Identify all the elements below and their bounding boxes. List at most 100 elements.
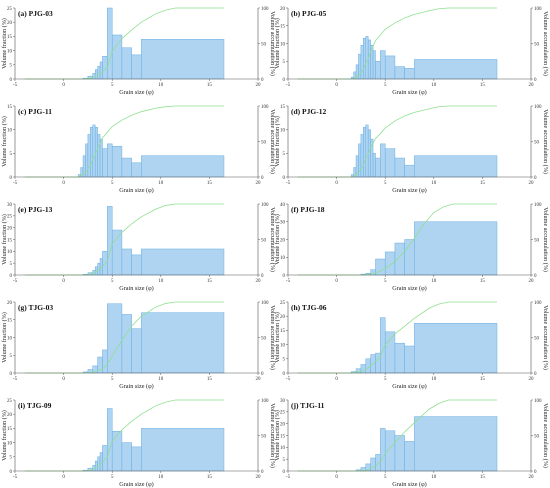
y2-tick-label: 100: [261, 301, 269, 306]
histogram-bar: [394, 242, 405, 276]
histogram-bar: [372, 153, 376, 178]
x-tick-label: 5: [384, 475, 387, 480]
y-tick-label: 15: [7, 238, 13, 243]
histogram-bar: [141, 155, 225, 178]
y-tick-label: 0: [10, 176, 13, 181]
y-tick-label: 0: [10, 372, 13, 377]
y-tick-label: 10: [280, 42, 286, 47]
histogram-bar: [94, 460, 98, 472]
x-tick-label: 10: [431, 377, 437, 382]
x-tick-label: 10: [431, 475, 437, 480]
panel-title: (d) PJG-12: [291, 107, 326, 116]
histogram-bar: [375, 61, 381, 80]
y2-axis-label: Volume accumulation (%): [542, 109, 549, 174]
histogram-bar: [141, 38, 225, 80]
x-tick-label: 5: [111, 475, 114, 480]
y-tick-label: 20: [280, 315, 286, 320]
x-tick-label: -5: [286, 279, 291, 284]
histogram-bar: [404, 164, 415, 178]
y-tick-label: 15: [7, 35, 13, 40]
x-tick-label: 0: [62, 279, 65, 284]
histogram-bar: [404, 345, 415, 374]
y-axis-label: Volume fraction (%): [1, 116, 8, 167]
histogram-bar: [414, 221, 498, 276]
panel-title: (h) TJG-06: [291, 303, 327, 312]
histogram-bar: [121, 442, 132, 472]
histogram-bar: [360, 364, 367, 374]
x-tick-label: 5: [384, 279, 387, 284]
histogram-bar: [111, 34, 123, 80]
histogram-bar: [375, 157, 381, 178]
y2-tick-label: 50: [261, 238, 267, 243]
x-tick-label: 10: [431, 279, 437, 284]
histogram-bar: [121, 314, 132, 374]
histogram-bar: [107, 206, 113, 276]
histogram-bar: [131, 162, 142, 178]
y-tick-label: 25: [7, 399, 13, 404]
x-tick-label: 15: [207, 377, 213, 382]
y-tick-label: 5: [10, 354, 13, 359]
y2-axis-label: Volume accumulation (%): [269, 403, 276, 468]
x-tick-label: -5: [13, 377, 18, 382]
x-tick-label: 20: [256, 279, 262, 284]
histogram-bar: [384, 251, 396, 276]
histogram-bar: [394, 66, 405, 80]
histogram-bar: [414, 416, 498, 472]
x-tick-label: 0: [335, 475, 338, 480]
x-tick-label: 0: [335, 377, 338, 382]
y-tick-label: 10: [7, 336, 13, 341]
histogram-bar: [384, 55, 396, 80]
x-axis-label: Grain size (φ): [392, 89, 427, 96]
histogram-bar: [131, 446, 142, 472]
x-axis-label: Grain size (φ): [392, 481, 427, 488]
histogram-bar: [121, 47, 132, 80]
x-tick-label: 0: [62, 83, 65, 88]
histogram-bar: [404, 68, 415, 80]
y2-tick-label: 100: [534, 301, 542, 306]
histogram-bar: [94, 69, 98, 80]
y2-axis-label: Volume accumulation (%): [542, 305, 549, 370]
x-tick-label: 15: [480, 279, 486, 284]
cumulative-curve: [297, 399, 497, 472]
y-tick-label: 15: [7, 319, 13, 324]
panel-title: (j) TJG-11: [291, 401, 325, 410]
x-tick-label: 20: [529, 279, 535, 284]
y2-tick-label: 100: [261, 203, 269, 208]
x-tick-label: -5: [286, 181, 291, 186]
y-tick-label: 15: [7, 105, 13, 110]
x-tick-label: 10: [158, 83, 164, 88]
histogram-bar: [384, 148, 396, 178]
x-tick-label: 20: [256, 181, 262, 186]
y-tick-label: 30: [7, 203, 13, 208]
x-axis-label: Grain size (φ): [392, 285, 427, 292]
histogram-bar: [365, 36, 369, 80]
x-tick-label: 0: [335, 279, 338, 284]
histogram-bar: [87, 134, 91, 178]
y-tick-label: 0: [10, 274, 13, 279]
y2-axis-label: Volume accumulation (%): [269, 305, 276, 370]
histogram-bar: [365, 124, 369, 178]
histogram-bar: [92, 73, 96, 80]
histogram-bar: [365, 358, 371, 374]
panel-title: (b) PJG-05: [291, 9, 326, 18]
y-axis-label: Volume fraction (%): [274, 410, 281, 461]
histogram-bar: [107, 143, 113, 178]
y-tick-label: 5: [10, 64, 13, 69]
histogram-bar: [380, 143, 386, 178]
y2-tick-label: 100: [261, 399, 269, 404]
histogram-bar: [99, 138, 103, 178]
y-tick-label: 15: [280, 105, 286, 110]
histogram-bar: [404, 441, 415, 472]
x-tick-label: -5: [286, 83, 291, 88]
histogram-bar: [97, 65, 101, 80]
histogram-bar: [141, 248, 225, 276]
y-tick-label: 0: [283, 78, 286, 83]
histogram-bar: [363, 127, 367, 178]
x-tick-label: 15: [207, 181, 213, 186]
cumulative-curve: [24, 301, 224, 374]
y-tick-label: 40: [280, 203, 286, 208]
y-tick-label: 0: [283, 372, 286, 377]
